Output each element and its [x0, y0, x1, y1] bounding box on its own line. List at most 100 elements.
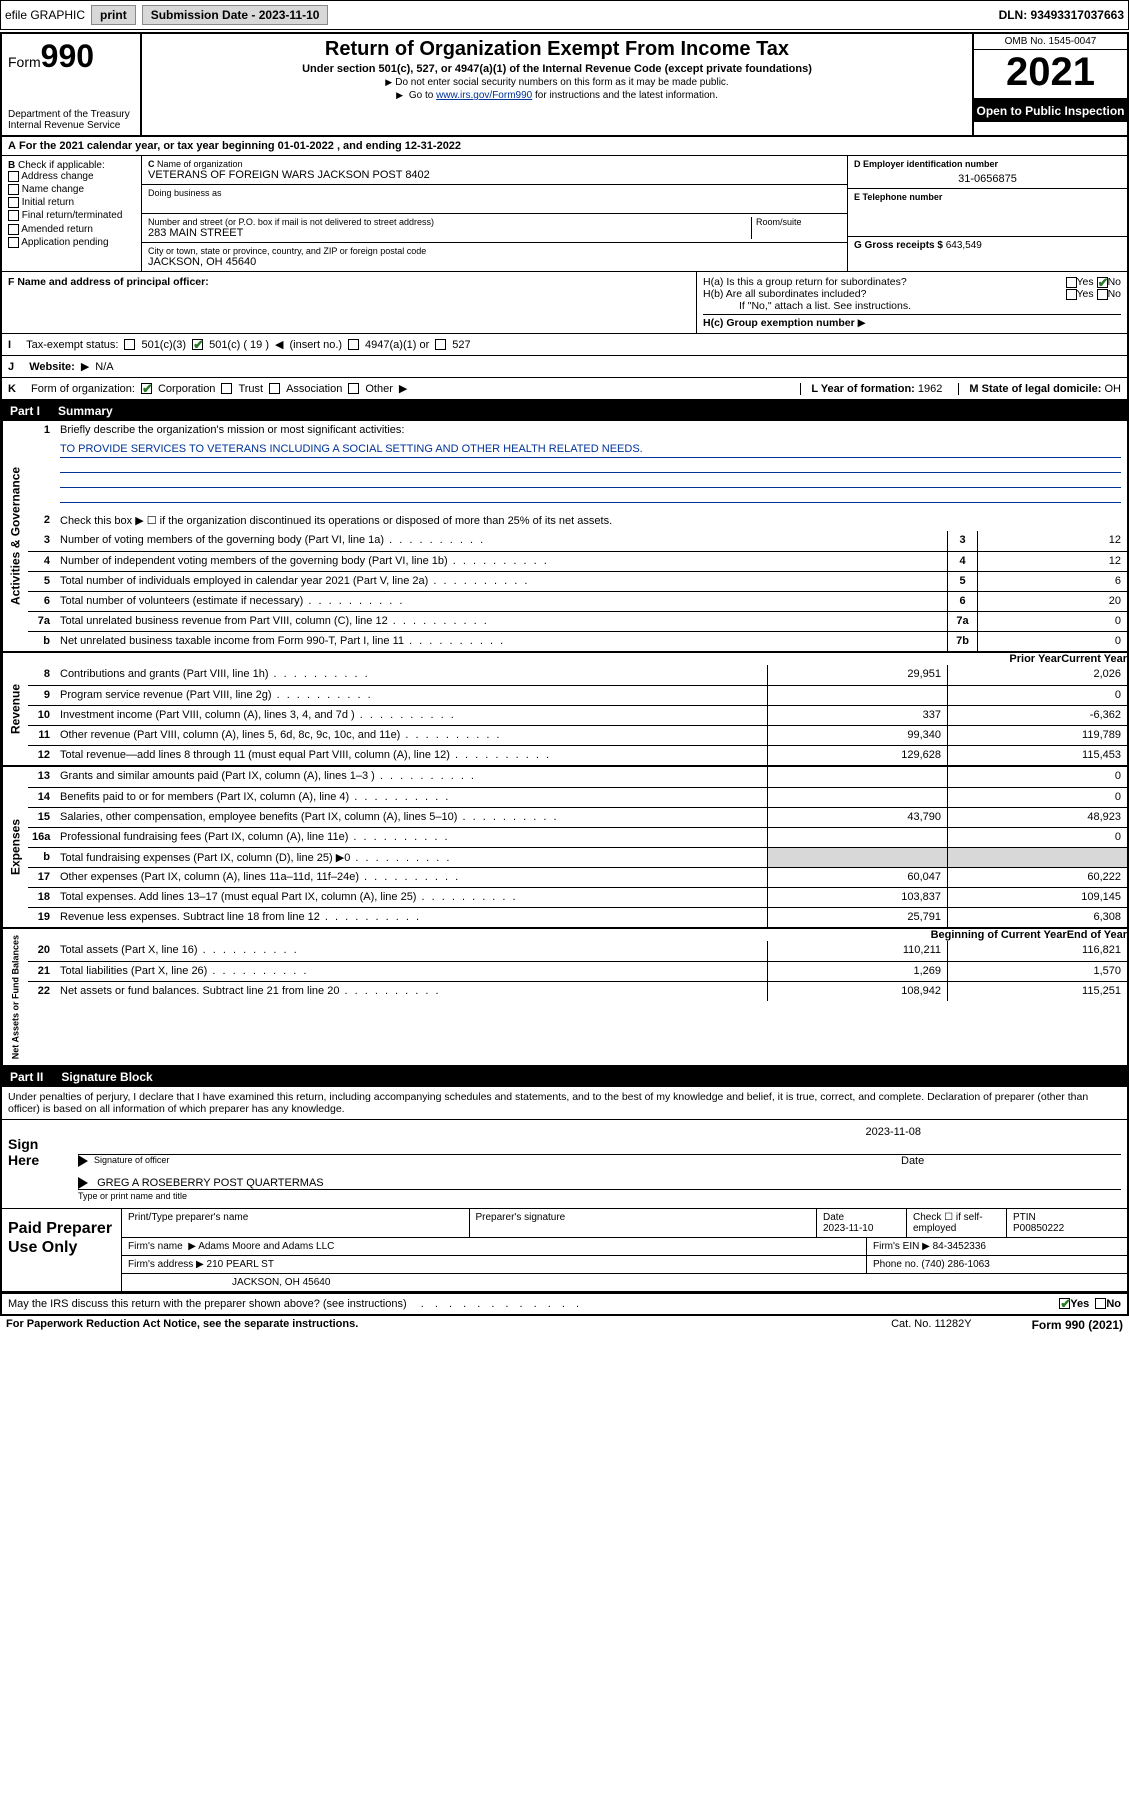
form-ref: Form 990 (2021) [1032, 1318, 1123, 1332]
side-na: Net Assets or Fund Balances [2, 929, 28, 1065]
opt-final-return: Final return/terminated [22, 211, 123, 222]
dba-lbl: Doing business as [148, 188, 841, 198]
firm-name-lbl: Firm's name [128, 1241, 183, 1252]
opt-address-change: Address change [21, 171, 93, 182]
chk-amended[interactable] [8, 224, 19, 235]
chk-assoc[interactable] [269, 383, 280, 394]
hb-yes[interactable] [1066, 289, 1077, 300]
efile-topbar: efile GRAPHIC print Submission Date - 20… [0, 0, 1129, 30]
discuss-row: May the IRS discuss this return with the… [2, 1293, 1127, 1314]
hb-note: If "No," attach a list. See instructions… [703, 300, 1121, 312]
firm-phone: (740) 286-1063 [921, 1259, 989, 1270]
line-19: 19 Revenue less expenses. Subtract line … [28, 907, 1127, 927]
gross-receipts: 643,549 [946, 240, 982, 251]
prep-date: 2023-11-10 [823, 1223, 900, 1234]
row-i: I Tax-exempt status: 501(c)(3) 501(c) ( … [2, 334, 1127, 356]
discuss-yes[interactable] [1059, 1298, 1070, 1309]
line-18: 18 Total expenses. Add lines 13–17 (must… [28, 887, 1127, 907]
website-lbl: Website: [29, 361, 75, 373]
box-b: B Check if applicable: Address change Na… [2, 156, 142, 271]
chk-501c[interactable] [192, 339, 203, 350]
header-left: Form990 Department of the Treasury Inter… [2, 34, 142, 135]
street: 283 MAIN STREET [148, 227, 751, 239]
box-c: C Name of organization VETERANS OF FOREI… [142, 156, 847, 271]
chk-app-pending[interactable] [8, 237, 19, 248]
line2-text: Check this box ▶ ☐ if the organization d… [54, 511, 1127, 531]
dept-treasury: Department of the Treasury [8, 109, 134, 120]
chk-corp[interactable] [141, 383, 152, 394]
org-info-block: B Check if applicable: Address change Na… [2, 156, 1127, 272]
summary-line-5: 5 Total number of individuals employed i… [28, 571, 1127, 591]
opt-initial-return: Initial return [22, 197, 74, 208]
col-current: Current Year [1061, 653, 1127, 665]
city: JACKSON, OH 45640 [148, 256, 841, 268]
part-ii-name: Signature Block [61, 1070, 152, 1084]
org-name-lbl: Name of organization [157, 159, 243, 169]
footer-note: For Paperwork Reduction Act Notice, see … [0, 1316, 1129, 1338]
line-9: 9 Program service revenue (Part VIII, li… [28, 685, 1127, 705]
line-21: 21 Total liabilities (Part X, line 26) 1… [28, 961, 1127, 981]
chk-name-change[interactable] [8, 184, 19, 195]
chk-4947[interactable] [348, 339, 359, 350]
domicile: OH [1105, 383, 1122, 395]
chk-527[interactable] [435, 339, 446, 350]
cat-no: Cat. No. 11282Y [891, 1318, 972, 1332]
line-17: 17 Other expenses (Part IX, column (A), … [28, 867, 1127, 887]
name-title-lbl: Type or print name and title [78, 1191, 187, 1201]
summary-line-7b: b Net unrelated business taxable income … [28, 631, 1127, 651]
line-11: 11 Other revenue (Part VIII, column (A),… [28, 725, 1127, 745]
paid-preparer-lbl: Paid Preparer Use Only [2, 1209, 122, 1291]
open-public-inspection: Open to Public Inspection [974, 100, 1127, 122]
street-lbl: Number and street (or P.O. box if mail i… [148, 217, 751, 227]
goto-line: Go to www.irs.gov/Form990 for instructio… [150, 90, 964, 101]
sig-arrow-icon-2 [78, 1177, 88, 1189]
line-10: 10 Investment income (Part VIII, column … [28, 705, 1127, 725]
box-h: H(a) Is this a group return for subordin… [697, 272, 1127, 333]
row-klm: K Form of organization: Corporation Trus… [2, 378, 1127, 401]
ein-lbl: D Employer identification number [854, 159, 1121, 169]
summary-line-7a: 7a Total unrelated business revenue from… [28, 611, 1127, 631]
hb-no[interactable] [1097, 289, 1108, 300]
sig-date: 2023-11-08 [78, 1126, 1121, 1138]
sig-arrow-icon [78, 1155, 88, 1167]
efile-label: efile GRAPHIC [5, 8, 85, 22]
chk-initial-return[interactable] [8, 197, 19, 208]
submission-date-box: Submission Date - 2023-11-10 [142, 5, 329, 25]
header-right: OMB No. 1545-0047 2021 Open to Public In… [972, 34, 1127, 135]
ha-yes[interactable] [1066, 277, 1077, 288]
omb-number: OMB No. 1545-0047 [974, 34, 1127, 50]
col-prior: Prior Year [1009, 653, 1061, 665]
prep-selfemp: Check ☐ if self-employed [907, 1209, 1007, 1237]
netassets-block: Net Assets or Fund Balances Beginning of… [2, 929, 1127, 1067]
line-12: 12 Total revenue—add lines 8 through 11 … [28, 745, 1127, 765]
opt-501c19: 501(c) ( 19 ) [209, 339, 269, 351]
opt-527: 527 [452, 339, 470, 351]
line-22: 22 Net assets or fund balances. Subtract… [28, 981, 1127, 1001]
part-i-tag: Part I [10, 404, 40, 418]
discuss-no[interactable] [1095, 1298, 1106, 1309]
header-mid: Return of Organization Exempt From Incom… [142, 34, 972, 135]
col-boy: Beginning of Current Year [931, 929, 1067, 941]
ssn-warning: Do not enter social security numbers on … [150, 77, 964, 88]
mission-lbl: Briefly describe the organization's miss… [54, 421, 1127, 441]
chk-address-change[interactable] [8, 171, 19, 182]
line-8: 8 Contributions and grants (Part VIII, l… [28, 665, 1127, 685]
sig-intro: Under penalties of perjury, I declare th… [2, 1087, 1127, 1120]
chk-trust[interactable] [221, 383, 232, 394]
box-b-label: Check if applicable: [18, 160, 105, 171]
print-button[interactable]: print [91, 5, 136, 25]
ha-no[interactable] [1097, 277, 1108, 288]
gross-lbl: G Gross receipts $ [854, 240, 943, 251]
prep-h5: PTIN [1013, 1212, 1121, 1223]
line-b: b Total fundraising expenses (Part IX, c… [28, 847, 1127, 867]
chk-other[interactable] [348, 383, 359, 394]
chk-501c3[interactable] [124, 339, 135, 350]
chk-final-return[interactable] [8, 210, 19, 221]
room-lbl: Room/suite [756, 217, 841, 227]
box-f-lbl: F Name and address of principal officer: [8, 276, 209, 288]
irs-link[interactable]: www.irs.gov/Form990 [436, 90, 532, 101]
side-rev: Revenue [2, 653, 28, 765]
col-eoy: End of Year [1067, 929, 1127, 941]
prep-h3: Date [823, 1212, 900, 1223]
part-ii-tag: Part II [10, 1070, 43, 1084]
